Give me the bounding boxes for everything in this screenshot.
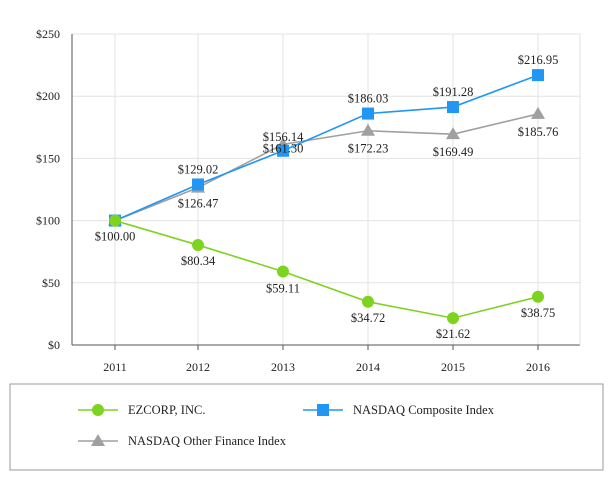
- legend-label: EZCORP, INC.: [128, 403, 205, 417]
- axes: $0 $50 $100 $150 $200 $250 2011 2012 2013 2014 201…: [36, 27, 581, 374]
- data-point: [447, 101, 459, 114]
- data-label: $172.23: [348, 142, 389, 156]
- legend: EZCORP, INC. NASDAQ Composite Index NASDAQ…: [9, 383, 604, 471]
- data-point: [532, 69, 544, 82]
- data-label: $34.72: [351, 311, 385, 325]
- grid-lines: [72, 33, 580, 345]
- legend-marker: [91, 434, 105, 446]
- data-point: [109, 214, 121, 227]
- data-label: $169.49: [433, 145, 474, 159]
- data-label: $80.34: [181, 254, 216, 268]
- y-tick-label: $150: [36, 151, 60, 165]
- data-label: $185.76: [518, 125, 559, 139]
- y-tick-label: $200: [36, 89, 60, 103]
- legend-label: NASDAQ Other Finance Index: [128, 434, 287, 448]
- x-tick-label: 2012: [186, 360, 210, 374]
- data-point: [447, 312, 459, 325]
- data-point: [532, 290, 544, 303]
- data-point: [192, 239, 204, 252]
- data-label: $129.02: [178, 162, 219, 176]
- series-line: [114, 113, 539, 222]
- data-label: $126.47: [178, 197, 219, 211]
- data-label: $21.62: [436, 327, 470, 341]
- y-tick-label: $100: [36, 214, 60, 228]
- x-tick-label: 2015: [441, 360, 465, 374]
- legend-label: NASDAQ Composite Index: [353, 403, 495, 417]
- data-point: [192, 178, 204, 191]
- data-label: $38.75: [521, 306, 555, 320]
- y-tick-label: $0: [48, 338, 60, 352]
- series-lines: [108, 69, 545, 325]
- series-line: [114, 74, 539, 222]
- data-label: $156.14: [263, 130, 304, 144]
- x-tick-label: 2014: [356, 360, 380, 374]
- data-point: [531, 106, 545, 119]
- legend-marker: [92, 404, 104, 416]
- data-label: $186.03: [348, 92, 389, 106]
- x-tick-label: 2013: [271, 360, 295, 374]
- data-label: $191.28: [433, 85, 474, 99]
- data-label: $216.95: [518, 53, 559, 67]
- y-tick-label: $250: [36, 27, 60, 41]
- x-tick-label: 2011: [103, 360, 127, 374]
- legend-box: [9, 383, 604, 471]
- data-point: [362, 107, 374, 120]
- data-label: $59.11: [266, 281, 300, 295]
- y-tick-label: $50: [42, 276, 60, 290]
- legend-marker: [317, 404, 329, 416]
- data-labels: $100.00 $80.34 $59.11 $34.72 $21.62 $38.75 $12…: [95, 53, 559, 341]
- x-tick-label: 2016: [526, 360, 550, 374]
- data-point: [277, 265, 289, 278]
- data-point: [446, 127, 460, 140]
- data-point: [362, 295, 374, 308]
- data-point: [277, 144, 289, 157]
- data-point: [361, 123, 375, 136]
- series-line: [114, 219, 539, 319]
- data-label: $100.00: [95, 230, 136, 244]
- data-label: $161.30: [263, 141, 304, 155]
